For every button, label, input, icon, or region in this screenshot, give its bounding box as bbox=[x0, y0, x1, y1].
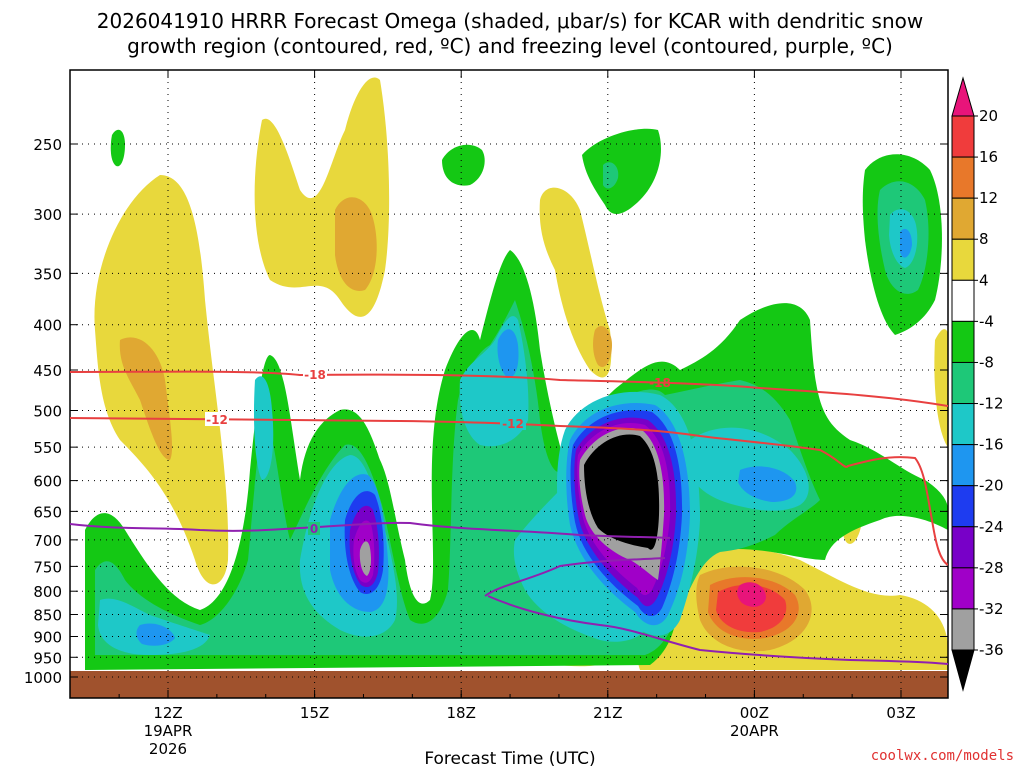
colorbar-label: -8 bbox=[979, 353, 994, 371]
x-tick-label: 00Z bbox=[740, 704, 769, 722]
contour-freezing bbox=[70, 521, 671, 539]
x-tick-label: 21Z bbox=[593, 704, 622, 722]
y-tick-label: 600 bbox=[33, 473, 62, 491]
x-tick-label: 15Z bbox=[300, 704, 329, 722]
colorbar-label: 20 bbox=[979, 107, 998, 125]
omega-region-teal-small bbox=[603, 162, 619, 189]
colorbar-top-arrow bbox=[951, 76, 975, 117]
chart-title-line1: 2026041910 HRRR Forecast Omega (shaded, … bbox=[97, 9, 923, 33]
omega-region-gray-left bbox=[359, 541, 371, 576]
x-tick-sublabel: 20APR bbox=[730, 722, 779, 740]
omega-region-green-small-1 bbox=[110, 129, 125, 167]
omega-region-blue-4 bbox=[136, 623, 175, 646]
contour-label-minus18-right: -18 bbox=[649, 376, 671, 390]
colorbar-label: 16 bbox=[979, 148, 998, 166]
colorbar-label: 12 bbox=[979, 189, 998, 207]
y-tick-label: 950 bbox=[33, 649, 62, 667]
y-tick-label: 500 bbox=[33, 403, 62, 421]
y-tick-label: 450 bbox=[33, 362, 62, 380]
contour-label-minus12-left: -12 bbox=[206, 413, 228, 427]
colorbar-bin bbox=[951, 526, 975, 569]
omega-region-magenta-1 bbox=[737, 582, 766, 607]
colorbar-bin bbox=[951, 444, 975, 487]
y-tick-label: 900 bbox=[33, 628, 62, 646]
y-tick-label: 350 bbox=[33, 265, 62, 283]
y-tick-label: 400 bbox=[33, 317, 62, 335]
x-tick-label: 03Z bbox=[886, 704, 915, 722]
y-tick-label: 750 bbox=[33, 558, 62, 576]
colorbar-label: 8 bbox=[979, 230, 989, 248]
contour-label-freezing: 0 bbox=[310, 522, 318, 536]
y-tick-label: 650 bbox=[33, 503, 62, 521]
contour-labels: -18 -12 -12 -18 0 bbox=[205, 367, 671, 536]
colorbar-bin bbox=[951, 279, 975, 322]
contour-minus18 bbox=[70, 370, 948, 407]
contour-label-minus12-mid: -12 bbox=[502, 417, 524, 431]
colorbar-label: -4 bbox=[979, 312, 994, 330]
y-tick-label: 850 bbox=[33, 607, 62, 625]
y-tick-label: 250 bbox=[33, 136, 62, 154]
colorbar-label: -36 bbox=[979, 641, 1004, 659]
colorbar-bin bbox=[951, 361, 975, 405]
omega-region-blue-3 bbox=[738, 466, 797, 502]
y-tick-label: 700 bbox=[33, 532, 62, 550]
omega-region-green-small-3 bbox=[582, 128, 661, 215]
colorbar-label: 4 bbox=[979, 271, 989, 289]
colorbar-label: -16 bbox=[979, 436, 1004, 454]
colorbar-bin bbox=[951, 156, 975, 199]
colorbar-bottom-arrow bbox=[951, 649, 975, 692]
colorbar: 20 16 12 8 4 -4 -8 -12 -16 -20 -24 -28 -32 -36 bbox=[951, 76, 1004, 692]
colorbar-bin bbox=[951, 485, 975, 528]
colorbar-label: -32 bbox=[979, 600, 1004, 618]
colorbar-label: -28 bbox=[979, 559, 1004, 577]
y-tick-label: 800 bbox=[33, 583, 62, 601]
x-tick-label: 12Z bbox=[153, 704, 182, 722]
contour-freezing-low bbox=[484, 557, 948, 665]
contour-minus12 bbox=[70, 417, 948, 566]
colorbar-bin bbox=[951, 115, 975, 158]
colorbar-bin bbox=[951, 238, 975, 281]
omega-region-red-1 bbox=[716, 584, 787, 633]
y-tick-label: 300 bbox=[33, 206, 62, 224]
credit-text: coolwx.com/models bbox=[871, 748, 1014, 764]
omega-region-blue-5 bbox=[900, 228, 912, 258]
colorbar-bin bbox=[951, 403, 975, 446]
omega-region-orange-1 bbox=[119, 337, 173, 460]
omega-field bbox=[70, 77, 948, 698]
colorbar-bin bbox=[951, 608, 975, 651]
omega-region-cyan-3 bbox=[253, 376, 274, 480]
colorbar-bin bbox=[951, 320, 975, 363]
y-tick-label: 1000 bbox=[24, 669, 62, 687]
omega-region-yellow-6 bbox=[934, 329, 948, 448]
colorbar-bin bbox=[951, 197, 975, 240]
x-tick-label: 18Z bbox=[447, 704, 476, 722]
omega-region-green-small-2 bbox=[442, 144, 485, 186]
omega-region-orange-2 bbox=[335, 197, 377, 291]
colorbar-label: -24 bbox=[979, 518, 1004, 536]
contour-label-minus18-left: -18 bbox=[304, 368, 326, 382]
colorbar-bin bbox=[951, 567, 975, 610]
omega-region-yellow-3 bbox=[539, 187, 612, 378]
gridlines bbox=[70, 70, 948, 698]
colorbar-label: -12 bbox=[979, 395, 1004, 413]
colorbar-label: -20 bbox=[979, 477, 1004, 495]
x-axis-label: Forecast Time (UTC) bbox=[424, 749, 595, 768]
x-tick-sublabel: 19APR bbox=[144, 722, 193, 740]
chart-title-line2: growth region (contoured, red, ºC) and f… bbox=[127, 34, 893, 58]
plot-frame bbox=[69, 69, 949, 699]
omega-region-orange-3 bbox=[593, 325, 612, 368]
omega-region-black-core bbox=[584, 434, 660, 550]
y-tick-label: 550 bbox=[33, 439, 62, 457]
y-axis: 250 300 350 400 450 500 550 600 650 700 750 800 850 9… bbox=[24, 136, 948, 687]
contours bbox=[70, 370, 948, 665]
omega-region-blue-2 bbox=[497, 329, 519, 378]
ground-strip bbox=[70, 671, 948, 698]
x-tick-sublabel: 2026 bbox=[149, 740, 187, 758]
